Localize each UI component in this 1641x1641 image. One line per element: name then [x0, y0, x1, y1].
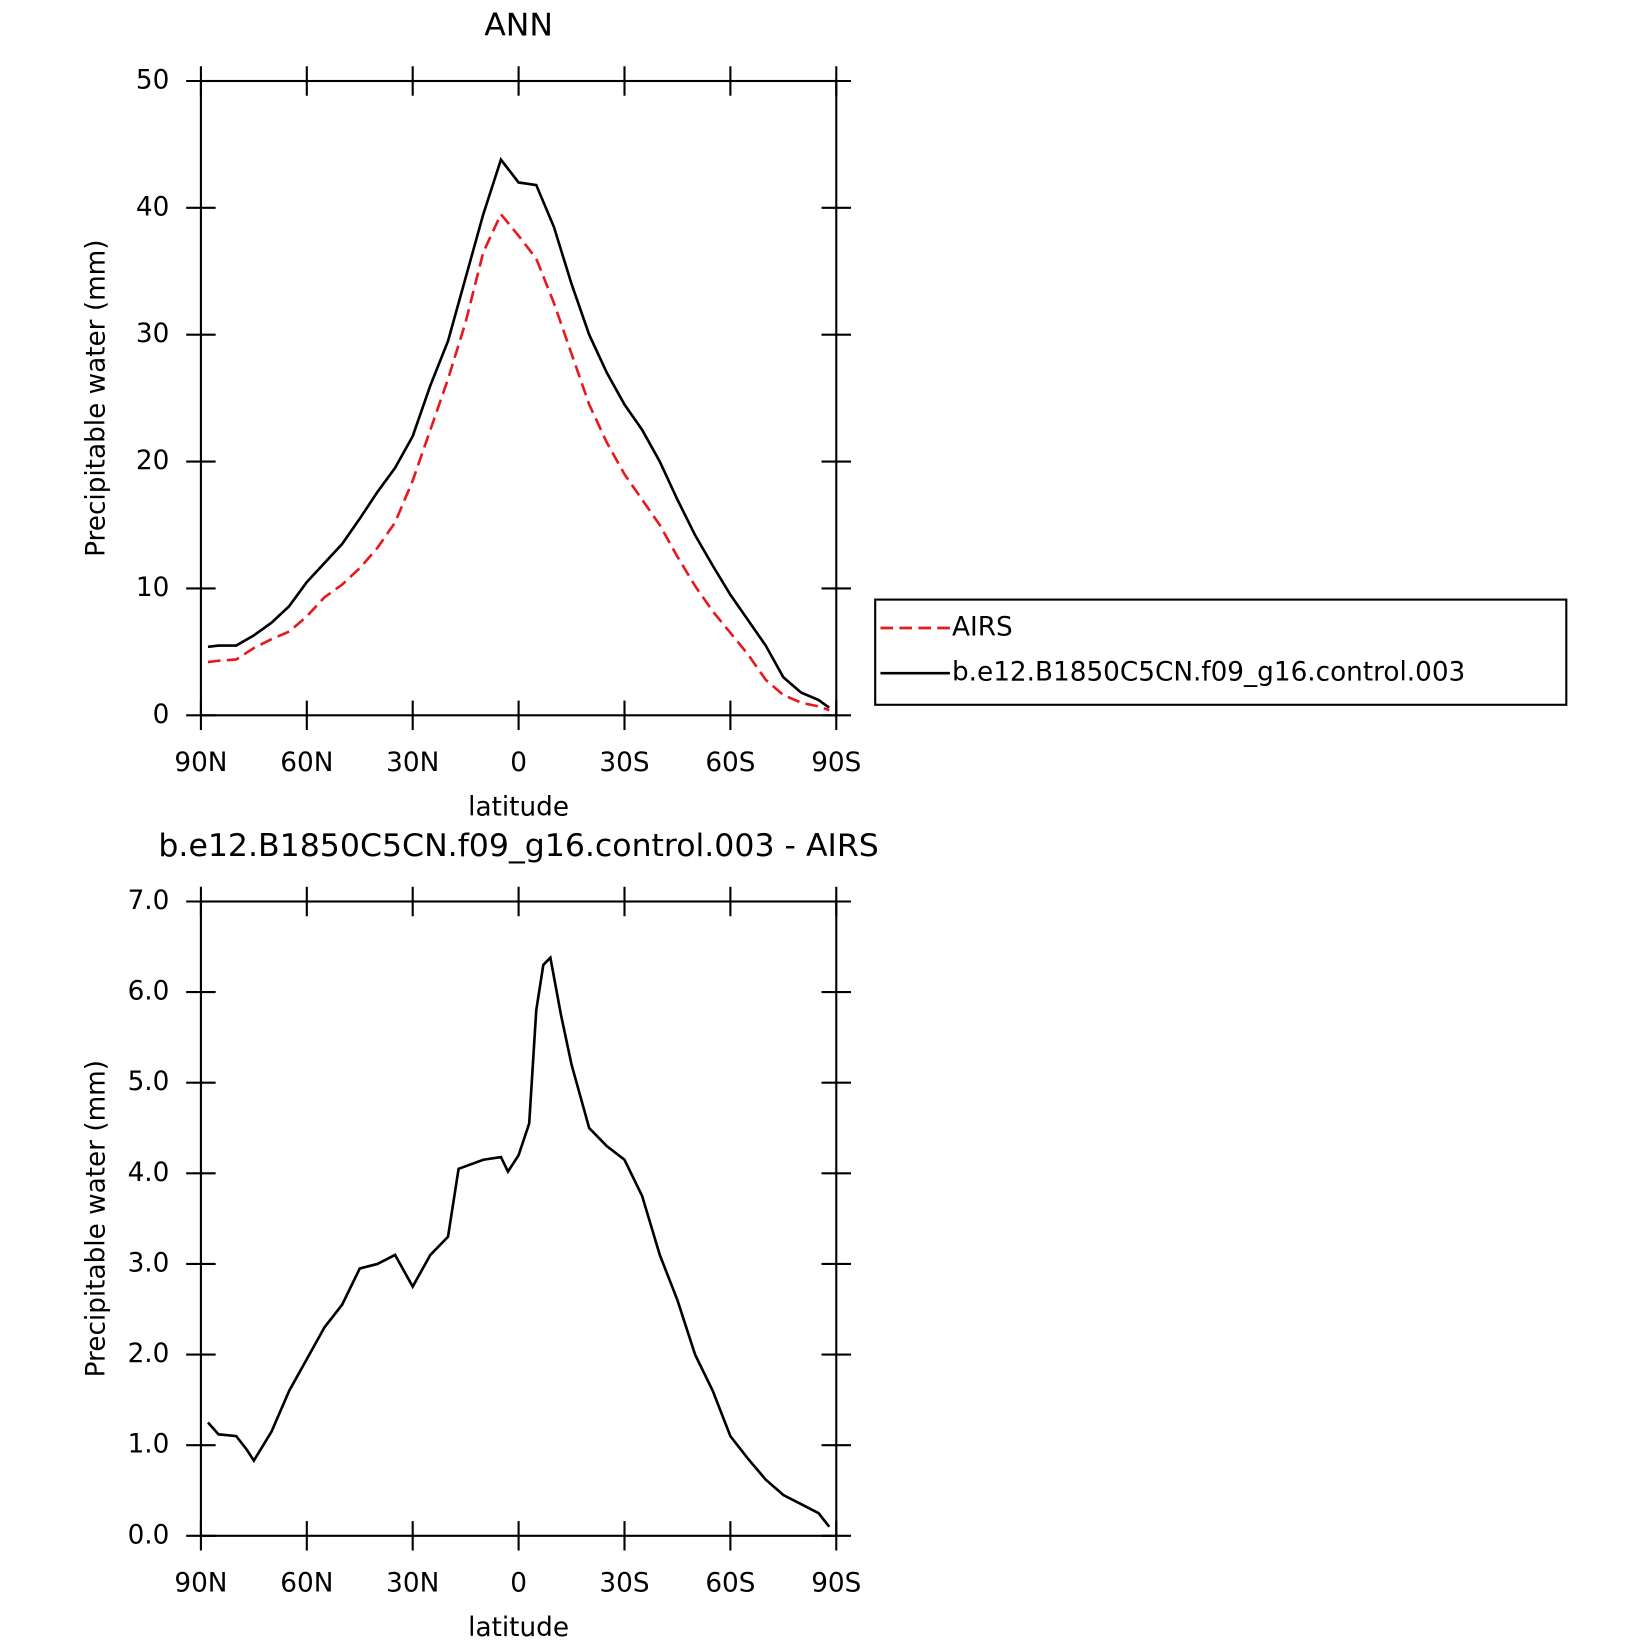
- x-tick-label: 90N: [174, 1569, 227, 1599]
- x-tick-label: 90S: [811, 1569, 861, 1599]
- chart-title: b.e12.B1850C5CN.f09_g16.control.003 - AI…: [158, 828, 878, 864]
- legend-label: b.e12.B1850C5CN.f09_g16.control.003: [952, 658, 1465, 688]
- plot-frame: [199, 79, 838, 717]
- y-tick-label: 0.0: [128, 1520, 170, 1550]
- y-tick-label: 20: [136, 446, 169, 476]
- x-axis-label: latitude: [468, 792, 569, 822]
- x-tick-label: 60N: [280, 1569, 333, 1599]
- y-tick-label: 2.0: [128, 1339, 170, 1369]
- y-tick-label: 50: [136, 65, 169, 95]
- x-tick-label: 0: [510, 1569, 527, 1599]
- x-tick-label: 90S: [811, 748, 861, 778]
- x-tick-label: 60N: [280, 748, 333, 778]
- x-tick-label: 30N: [386, 1569, 439, 1599]
- y-tick-label: 4.0: [128, 1158, 170, 1188]
- y-tick-label: 40: [136, 192, 169, 222]
- y-tick-label: 7.0: [128, 886, 170, 916]
- y-tick-label: 10: [136, 573, 169, 603]
- y-axis-label: Precipitable water (mm): [81, 1060, 111, 1377]
- y-axis-label: Precipitable water (mm): [81, 239, 111, 556]
- plot-frame: [199, 900, 838, 1537]
- chart-title: ANN: [484, 7, 553, 43]
- x-tick-label: 30N: [386, 748, 439, 778]
- legend-label: AIRS: [952, 612, 1013, 642]
- x-tick-label: 0: [510, 748, 527, 778]
- x-axis-label: latitude: [468, 1613, 569, 1641]
- y-tick-label: 6.0: [128, 977, 170, 1007]
- y-tick-label: 3.0: [128, 1248, 170, 1278]
- legend-box: [874, 598, 1568, 706]
- y-tick-label: 30: [136, 319, 169, 349]
- data-line: [207, 211, 830, 712]
- x-tick-label: 90N: [174, 748, 227, 778]
- data-line: [207, 156, 830, 709]
- y-tick-label: 5.0: [128, 1067, 170, 1097]
- y-tick-label: 1.0: [128, 1430, 170, 1460]
- x-tick-label: 60S: [705, 748, 755, 778]
- x-tick-label: 30S: [599, 748, 649, 778]
- x-tick-label: 60S: [705, 1569, 755, 1599]
- x-tick-label: 30S: [599, 1569, 649, 1599]
- data-line: [206, 954, 831, 1528]
- y-tick-label: 0: [153, 700, 170, 730]
